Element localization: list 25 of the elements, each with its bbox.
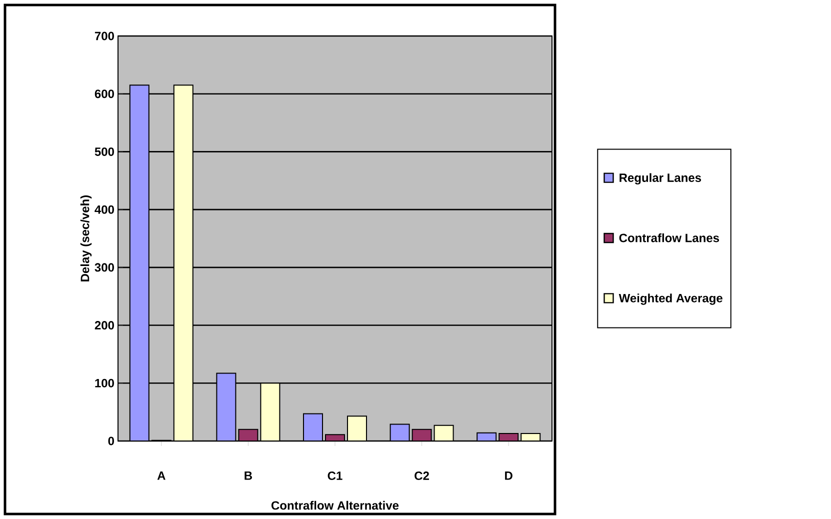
bar xyxy=(260,383,280,441)
bar xyxy=(390,424,410,441)
y-tick-label: 600 xyxy=(94,90,114,98)
bar xyxy=(304,414,322,441)
bar xyxy=(348,416,366,441)
x-tick-label: C2 xyxy=(414,472,429,480)
legend-label: Regular Lanes xyxy=(620,173,702,184)
y-tick-label: 400 xyxy=(94,205,114,214)
bar xyxy=(216,373,236,441)
legend-label: Weighted Average xyxy=(618,294,722,305)
bar xyxy=(174,85,193,441)
y-tick-label: 300 xyxy=(94,263,114,272)
y-tick-label: 100 xyxy=(95,378,114,388)
y-tick-label: 700 xyxy=(94,32,114,40)
x-tick-label: A xyxy=(157,472,166,480)
bar xyxy=(130,85,149,441)
y-tick-label: 500 xyxy=(94,147,114,156)
y-tick-label: 0 xyxy=(108,436,114,446)
legend-label: Contraflow Lanes xyxy=(619,233,720,242)
x-axis-title: Contraflow Alternative xyxy=(271,500,399,510)
y-tick-label: 200 xyxy=(94,321,114,330)
y-axis-title: Delay (sec/veh) xyxy=(80,195,92,282)
x-tick-label: D xyxy=(505,472,512,480)
x-tick-label: B xyxy=(244,472,252,480)
x-tick-label: C1 xyxy=(328,472,342,480)
